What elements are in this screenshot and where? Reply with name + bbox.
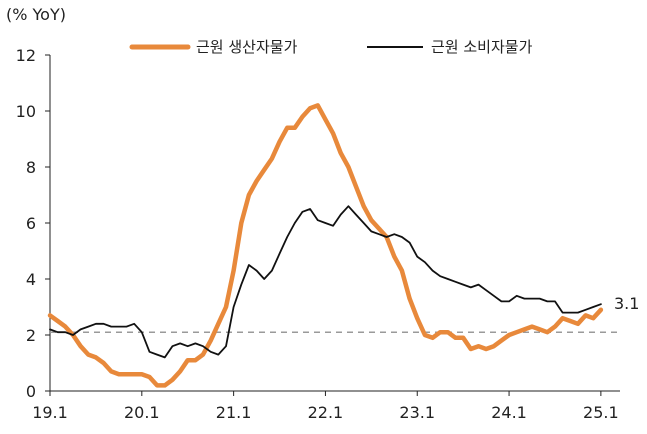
x-tick-label: 24.1: [491, 403, 527, 422]
last-value-annotation: 3.1: [614, 294, 639, 313]
y-axis: 0 2 4 6 8 10 12: [16, 46, 51, 401]
y-tick-label: 2: [26, 326, 36, 345]
x-tick-label: 19.1: [32, 403, 68, 422]
x-tick-label: 22.1: [308, 403, 344, 422]
x-tick-label: 20.1: [124, 403, 160, 422]
legend-label-cpi: 근원 소비자물가: [431, 38, 533, 56]
y-tick-label: 12: [16, 46, 36, 65]
y-tick-label: 4: [26, 270, 36, 289]
series-line-ppi: [47, 103, 604, 388]
y-tick-label: 10: [16, 102, 36, 121]
legend: 근원 생산자물가 근원 소비자물가: [129, 38, 533, 56]
x-tick-label: 25.1: [583, 403, 619, 422]
unit-label: (% YoY): [6, 5, 66, 24]
series-line-cpi: [49, 205, 602, 359]
series-layer: [47, 103, 604, 388]
y-tick-label: 0: [26, 382, 36, 401]
x-axis: 19.1 20.1 21.1 22.1 23.1 24.1 25.1: [32, 390, 620, 422]
y-tick-label: 8: [26, 158, 36, 177]
y-tick-label: 6: [26, 214, 36, 233]
x-tick-label: 23.1: [399, 403, 435, 422]
legend-label-ppi: 근원 생산자물가: [196, 38, 298, 56]
x-tick-label: 21.1: [216, 403, 252, 422]
